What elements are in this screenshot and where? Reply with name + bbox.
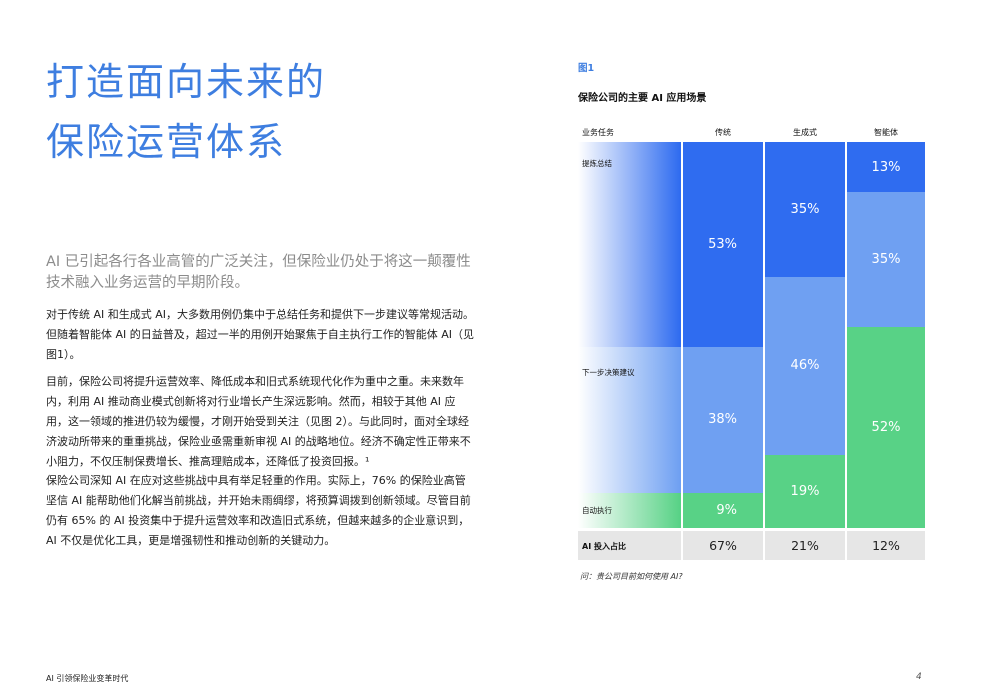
page-title: 打造面向未来的 保险运营体系: [46, 52, 326, 172]
bar-label-traditional-auto-exec: 9%: [716, 503, 737, 519]
investment-share-traditional: 67%: [709, 538, 737, 553]
investment-share-label: AI 投入占比: [582, 542, 626, 551]
column-divider: [681, 142, 683, 528]
bar-label-agentic-auto-exec: 52%: [871, 420, 901, 436]
bar-generative-summarize: 35%: [765, 142, 845, 278]
bar-agentic-next-step: 35%: [847, 192, 925, 328]
bar-agentic-auto-exec: 52%: [847, 327, 925, 528]
bar-traditional-summarize: 53%: [578, 142, 763, 347]
bar-label-traditional-next-step: 38%: [708, 412, 737, 428]
figure-title: 保险公司的主要 AI 应用场景: [578, 93, 707, 104]
row-label-summarize: 提炼总结: [582, 159, 612, 168]
body-paragraph-2: 目前，保险公司将提升运营效率、降低成本和旧式系统现代化作为重中之重。未来数年内，…: [46, 375, 471, 468]
lead-paragraph: AI 已引起各行各业高管的广泛关注，但保险业仍处于将这一颠覆性技术融入业务运营的…: [46, 254, 471, 291]
column-traditional: 53% 38% 9%: [578, 142, 763, 528]
bar-label-agentic-next-step: 35%: [871, 252, 901, 268]
column-divider: [845, 142, 847, 528]
row-label-next-step: 下一步决策建议: [582, 368, 635, 377]
investment-share-generative: 21%: [791, 538, 819, 553]
column-generative: 35% 46% 19%: [765, 142, 845, 528]
survey-question-note: 问：贵公司目前如何使用 AI?: [580, 572, 683, 581]
bar-label-traditional-summarize: 53%: [708, 236, 737, 252]
share-divider: [763, 531, 765, 560]
bar-generative-auto-exec: 19%: [765, 454, 845, 528]
body-paragraph-3: 保险公司深知 AI 在应对这些挑战中具有举足轻重的作用。实际上，76% 的保险业…: [46, 474, 471, 547]
share-divider: [845, 531, 847, 560]
share-divider: [681, 531, 683, 560]
bar-label-generative-next-step: 46%: [790, 358, 820, 374]
investment-share-agentic: 12%: [872, 538, 900, 553]
bar-label-generative-auto-exec: 19%: [790, 483, 820, 499]
page-title-line-1: 打造面向未来的: [46, 60, 327, 104]
column-agentic: 13% 35% 52%: [847, 142, 925, 528]
footer-doc-title: AI 引领保险业变革时代: [46, 674, 129, 682]
bar-label-agentic-summarize: 13%: [871, 159, 901, 175]
investment-share-row: [578, 531, 925, 560]
bar-agentic-summarize: 13%: [847, 142, 925, 193]
row-header-label: 业务任务: [582, 128, 614, 137]
row-label-auto-exec: 自动执行: [582, 506, 612, 515]
figure-label: 图1: [578, 63, 595, 74]
page-number: 4: [916, 672, 922, 682]
bar-generative-next-step: 46%: [765, 277, 845, 455]
bar-traditional-auto-exec: 9%: [578, 493, 763, 528]
bar-label-generative-summarize: 35%: [790, 202, 820, 218]
body-paragraph-1: 对于传统 AI 和生成式 AI，大多数用例仍集中于总结任务和提供下一步建议等常规…: [46, 308, 475, 361]
page-title-line-2: 保险运营体系: [46, 120, 287, 164]
column-divider: [763, 142, 765, 528]
column-header-traditional: 传统: [715, 128, 731, 137]
column-header-agentic: 智能体: [874, 128, 898, 137]
bar-traditional-next-step: 38%: [578, 346, 763, 494]
column-header-generative: 生成式: [793, 128, 817, 137]
